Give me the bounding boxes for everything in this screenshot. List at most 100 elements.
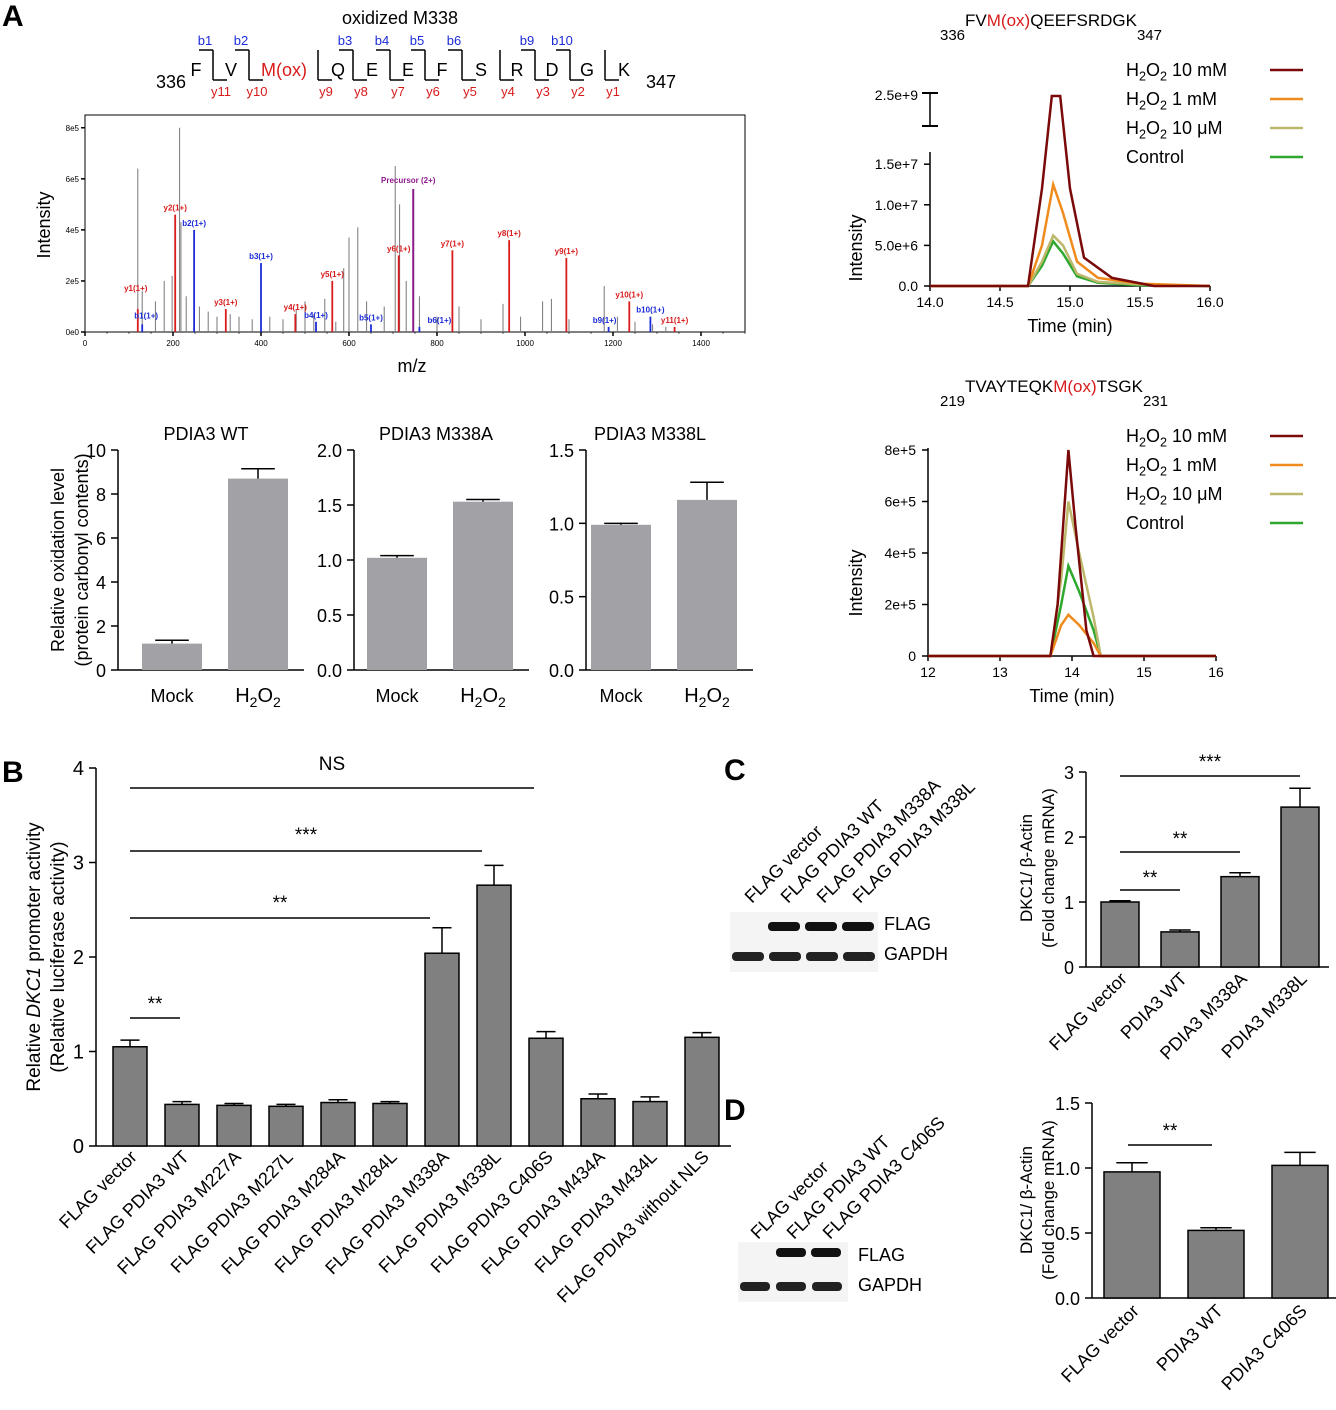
oxidation-chart-bar bbox=[591, 524, 651, 670]
mrna-c-chart-bar bbox=[1100, 901, 1140, 968]
spectrum-residue: F bbox=[437, 60, 448, 80]
panel-letter-b: B bbox=[2, 756, 24, 789]
spectrum-y-label: y2 bbox=[571, 84, 585, 99]
spectrum-y-tick-label: 4e5 bbox=[66, 226, 80, 235]
spectrum-ion-label: y1(1+) bbox=[124, 284, 148, 293]
mrna-d-chart-bar bbox=[1103, 1171, 1161, 1299]
mrna-c-chart-bar bbox=[1220, 875, 1260, 968]
promoter-chart-y-tick-label: 2 bbox=[73, 947, 84, 969]
mrna-c-y-label-2: (Fold change mRNA) bbox=[1039, 788, 1058, 948]
mrna-d-x-label: PDIA3 WT bbox=[1153, 1301, 1227, 1375]
oxidation-chart-y-tick-label: 2 bbox=[96, 617, 106, 637]
oxidation-chart-bar bbox=[228, 478, 288, 670]
mrna-c-x-label: FLAG vector bbox=[1045, 969, 1131, 1055]
spectrum-b-label: b5 bbox=[410, 33, 424, 48]
promoter-chart-bar bbox=[372, 1102, 408, 1147]
mrna-d-x-label: PDIA3 C406S bbox=[1217, 1301, 1310, 1394]
spectrum-b-label: b9 bbox=[520, 33, 534, 48]
spectrum-x-tick-label: 200 bbox=[166, 339, 180, 348]
mrna-d-chart-y-tick-label: 0.0 bbox=[1055, 1289, 1080, 1309]
spectrum-y-label: y1 bbox=[606, 84, 620, 99]
spectrum-x-tick-label: 1200 bbox=[604, 339, 622, 348]
spectrum-residue: Q bbox=[331, 60, 345, 80]
spectrum-ion-label: b1(1+) bbox=[134, 311, 158, 320]
spectrum-y-tick-label: 6e5 bbox=[66, 175, 80, 184]
spectrum-y-label: y11 bbox=[211, 84, 231, 99]
spectrum-ion-label: y4(1+) bbox=[284, 303, 308, 312]
blot-c-gapdh-label: GAPDH bbox=[884, 944, 948, 964]
mrna-c-chart-bar bbox=[1280, 806, 1320, 968]
spectrum-y-label: y6 bbox=[426, 84, 440, 99]
spectrum-y-label: y4 bbox=[501, 84, 515, 99]
mrna-c-chart-bar bbox=[1160, 931, 1200, 968]
xic-top-y-label: Intensity bbox=[846, 214, 866, 281]
blot-c-flag-band bbox=[805, 922, 837, 931]
spectrum-ion-label: b6(1+) bbox=[428, 316, 452, 325]
xic-bottom-x-label: Time (min) bbox=[1029, 686, 1114, 706]
spectrum-x-tick-label: 600 bbox=[342, 339, 356, 348]
oxidation-x-label-h2o2: H2O2 bbox=[460, 685, 506, 710]
blot-c-gapdh-band bbox=[843, 952, 875, 961]
oxidation-chart-bar bbox=[142, 643, 202, 670]
spectrum-residue: V bbox=[225, 60, 237, 80]
spectrum-y-label: y7 bbox=[391, 84, 405, 99]
xic-top-legend-label: H2O2 10 μM bbox=[1126, 118, 1222, 142]
mrna-c-chart-y-tick-label: 1 bbox=[1064, 893, 1074, 913]
mrna-c-sig-label: ** bbox=[1173, 829, 1188, 850]
spectrum-y-label: y5 bbox=[463, 84, 477, 99]
mrna-c-chart-y-tick-label: 0 bbox=[1064, 958, 1074, 978]
mrna-c-y-label-1: DKC1/ β-Actin bbox=[1017, 814, 1036, 922]
spectrum-residue: G bbox=[580, 60, 594, 80]
spectrum-residue: M(ox) bbox=[261, 60, 307, 80]
spectrum-x-tick-label: 0 bbox=[83, 339, 88, 348]
xic-bottom-y-tick-label: 4e+5 bbox=[884, 545, 916, 561]
promoter-chart-bar bbox=[268, 1105, 304, 1147]
spectrum-x-tick-label: 400 bbox=[254, 339, 268, 348]
xic-top-break-label: 2.5e+9 bbox=[875, 87, 918, 103]
spectrum-ion-label: y7(1+) bbox=[441, 239, 465, 248]
xic-top-x-tick-label: 16.0 bbox=[1196, 294, 1223, 310]
spectrum-ion-label: y10(1+) bbox=[615, 290, 643, 299]
oxidation-chart-y-tick-label: 8 bbox=[96, 485, 106, 505]
oxidation-chart-bar bbox=[677, 499, 737, 670]
spectrum-residue: R bbox=[511, 60, 524, 80]
oxidation-chart-y-tick-label: 2.0 bbox=[317, 441, 342, 461]
promoter-sig-label: ** bbox=[273, 893, 288, 914]
spectrum-x-tick-label: 1000 bbox=[516, 339, 534, 348]
promoter-chart-bar bbox=[424, 952, 460, 1147]
xic-top-y-tick-label: 5.0e+6 bbox=[875, 237, 918, 253]
spectrum-ion-label: y11(1+) bbox=[661, 316, 689, 325]
oxidation-chart-y-tick-label: 1.0 bbox=[549, 514, 574, 534]
mrna-d-chart-y-tick-label: 1.5 bbox=[1055, 1094, 1080, 1114]
blot-d-gapdh-band bbox=[776, 1282, 806, 1291]
promoter-sig-label: ** bbox=[148, 994, 163, 1015]
xic-bottom-y-tick-label: 2e+5 bbox=[884, 597, 916, 613]
spectrum-residue: K bbox=[618, 60, 630, 80]
mrna-d-chart-bar bbox=[1187, 1229, 1245, 1299]
mrna-d-y-label-2: (Fold change mRNA) bbox=[1039, 1120, 1058, 1280]
promoter-chart-y-tick-label: 4 bbox=[73, 758, 84, 780]
xic-top-y-tick-label: 1.0e+7 bbox=[875, 197, 918, 213]
xic-bottom-x-tick-label: 14 bbox=[1064, 664, 1080, 680]
promoter-chart-bar bbox=[528, 1037, 564, 1147]
promoter-chart-y-tick-label: 3 bbox=[73, 853, 84, 875]
spectrum-x-label: m/z bbox=[398, 356, 427, 376]
oxidation-x-label-mock: Mock bbox=[375, 686, 419, 706]
oxidation-chart-y-tick-label: 10 bbox=[86, 441, 106, 461]
blot-d-gapdh-band bbox=[740, 1282, 770, 1291]
spectrum-y-label: y8 bbox=[354, 84, 368, 99]
spectrum-b-label: b3 bbox=[338, 33, 352, 48]
xic-top-y-tick-label: 0.0 bbox=[899, 278, 919, 294]
xic-bottom-y-label: Intensity bbox=[846, 549, 866, 616]
xic-top-series-line bbox=[930, 94, 1210, 288]
spectrum-seq-end: 347 bbox=[646, 72, 676, 92]
spectrum-b-label: b4 bbox=[375, 33, 389, 48]
xic-top-legend-label: H2O2 10 mM bbox=[1126, 60, 1227, 84]
spectrum-ladder-dividers bbox=[212, 50, 606, 80]
mrna-d-chart-bar bbox=[1271, 1164, 1329, 1299]
blot-d-flag-label: FLAG bbox=[858, 1245, 905, 1265]
spectrum-x-tick-label: 1400 bbox=[692, 339, 710, 348]
oxidation-x-label-mock: Mock bbox=[599, 686, 643, 706]
spectrum-ion-label: b9(1+) bbox=[593, 316, 617, 325]
blot-c-gapdh-band bbox=[806, 952, 838, 961]
